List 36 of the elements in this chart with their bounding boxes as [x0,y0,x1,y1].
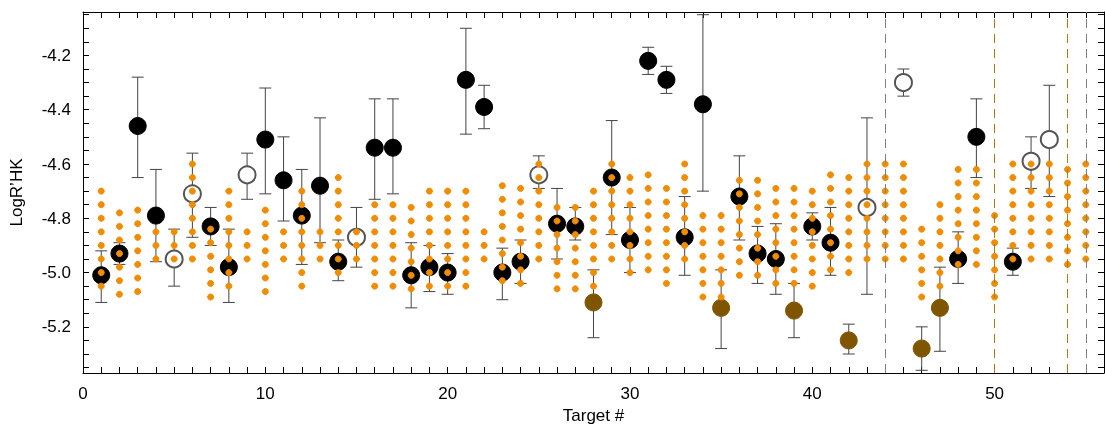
point [639,51,658,70]
point [893,73,913,93]
point [383,138,402,157]
point [657,70,676,89]
point [693,95,712,114]
point [311,176,330,195]
y-axis-title: LogR’HK [7,157,26,227]
x-tick-label: 20 [438,384,458,403]
point [475,98,494,116]
y-tick-label: -4.8 [41,208,71,228]
x-tick-label: 30 [620,384,640,403]
x-tick-label: 40 [802,384,822,403]
y-tick-label: -4.6 [41,154,71,174]
point [365,138,384,157]
point [785,301,804,320]
x-axis-title: Target # [562,405,625,425]
y-tick-label: -5.0 [41,263,71,283]
point [930,298,949,317]
point [712,298,731,317]
point [839,331,858,350]
point [146,206,165,225]
x-tick-label: 50 [985,384,1005,403]
x-tick-label: 0 [78,384,88,403]
y-tick-label: -4.4 [41,100,71,120]
point [912,339,931,358]
x-tick-label: 10 [255,384,275,403]
y-tick-label: -4.2 [41,45,71,65]
y-tick-label: -5.2 [41,317,71,337]
point [274,171,293,190]
point [584,293,603,312]
point [128,117,147,135]
point [456,70,475,89]
point [256,130,275,149]
point [967,127,986,146]
point [1039,130,1059,150]
point [237,165,257,185]
